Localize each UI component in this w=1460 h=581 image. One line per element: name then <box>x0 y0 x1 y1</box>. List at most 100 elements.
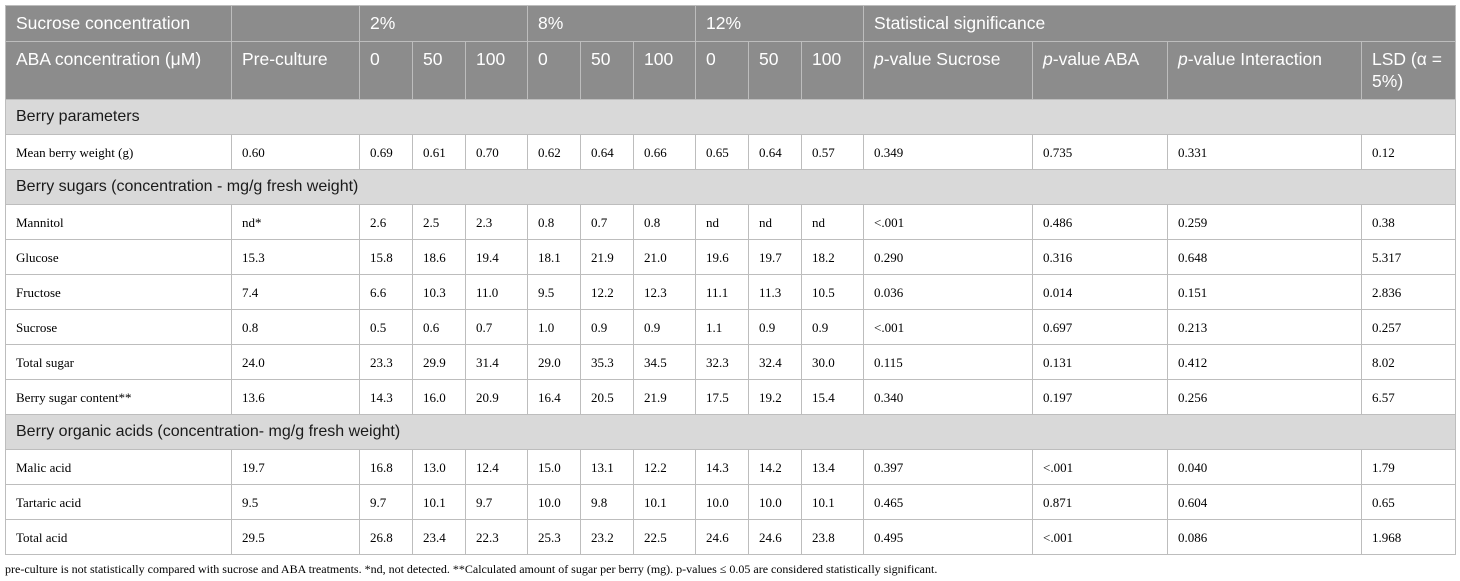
table-row: Mannitol nd* 2.6 2.5 2.3 0.8 0.7 0.8 nd nd nd <.001… <box>5 204 1457 240</box>
header-blank-cell <box>231 5 360 42</box>
table-cell: 24.6 <box>695 519 750 555</box>
table-cell: 0.60 <box>231 134 360 170</box>
aba-concentration-header: ABA concentration (μM) <box>5 41 232 100</box>
row-label: Sucrose <box>5 309 232 345</box>
table-cell: 1.0 <box>527 309 582 345</box>
table-cell: 13.6 <box>231 379 360 415</box>
aba-level-header: 50 <box>748 41 803 100</box>
table-cell: 12.3 <box>633 274 697 310</box>
table-cell: 0.697 <box>1032 309 1169 345</box>
section-row: Berry parameters <box>4 99 1457 135</box>
row-label: Mannitol <box>5 204 232 240</box>
table-cell: 0.316 <box>1032 239 1169 275</box>
table-cell: 12.4 <box>464 449 529 485</box>
group-header-8pct: 8% <box>527 5 697 42</box>
table-cell: 15.3 <box>231 239 360 275</box>
p-italic-label: p <box>1178 49 1188 69</box>
table-cell: 18.2 <box>801 239 865 275</box>
table-cell: 0.6 <box>412 309 466 345</box>
row-label: Total sugar <box>5 344 232 380</box>
aba-level-header: 50 <box>580 41 635 100</box>
table-cell: 0.036 <box>863 274 1034 310</box>
table-cell: 0.64 <box>748 134 803 170</box>
table-row: Sucrose 0.8 0.5 0.6 0.7 1.0 0.9 0.9 1.1 0.9 0.9 <.0… <box>5 309 1457 345</box>
table-cell: 10.3 <box>412 274 466 310</box>
p-value-interaction-label: -value Interaction <box>1187 49 1323 69</box>
table-header: Sucrose concentration 2% 8% 12% Statisti… <box>5 5 1457 100</box>
table-cell: 11.0 <box>464 274 529 310</box>
row-label: Berry sugar content** <box>5 379 232 415</box>
preculture-header: Pre-culture <box>231 41 360 100</box>
table-cell: 32.4 <box>748 344 803 380</box>
table-row: Berry sugar content** 13.6 14.3 16.0 20.9 16.… <box>5 379 1457 415</box>
aba-level-header: 0 <box>695 41 750 100</box>
table-cell: <.001 <box>1032 519 1169 555</box>
table-cell: 2.5 <box>412 204 466 240</box>
table-cell: 29.9 <box>412 344 466 380</box>
table-cell: nd <box>748 204 803 240</box>
table-cell: 9.8 <box>580 484 635 520</box>
table-row: Malic acid 19.7 16.8 13.0 12.4 15.0 13.1 12.2 14… <box>5 449 1457 485</box>
table-cell: 10.0 <box>527 484 582 520</box>
header-row-aba: ABA concentration (μM) Pre-culture 0 50 … <box>5 41 1457 100</box>
table-cell: 2.6 <box>359 204 413 240</box>
table-row: Mean berry weight (g) 0.60 0.69 0.61 0.70 0.6… <box>5 134 1457 170</box>
table-cell: 0.38 <box>1361 204 1457 240</box>
table-cell: 21.9 <box>580 239 635 275</box>
table-cell: 14.2 <box>748 449 803 485</box>
aba-level-header: 0 <box>359 41 413 100</box>
table-cell: 11.3 <box>748 274 803 310</box>
table-cell: 8.02 <box>1361 344 1457 380</box>
table-cell: 16.8 <box>359 449 413 485</box>
table-cell: 23.2 <box>580 519 635 555</box>
aba-level-header: 0 <box>527 41 582 100</box>
table-cell: 12.2 <box>633 449 697 485</box>
p-value-aba-label: -value ABA <box>1052 49 1140 69</box>
section-row: Berry organic acids (concentration- mg/g… <box>4 414 1457 450</box>
table-cell: 26.8 <box>359 519 413 555</box>
table-cell: 0.65 <box>695 134 750 170</box>
table-cell: 10.0 <box>695 484 750 520</box>
group-header-2pct: 2% <box>358 5 529 42</box>
table-cell: nd <box>695 204 750 240</box>
table-cell: <.001 <box>1032 449 1169 485</box>
p-value-aba-header: p-value ABA <box>1032 41 1169 100</box>
table-cell: 0.8 <box>633 204 697 240</box>
statistical-significance-header: Statistical significance <box>863 5 1457 42</box>
table-cell: 0.8 <box>527 204 582 240</box>
table-row: Total acid 29.5 26.8 23.4 22.3 25.3 23.2 22.5 24… <box>5 519 1457 555</box>
table-row: Tartaric acid 9.5 9.7 10.1 9.7 10.0 9.8 10.1 10.… <box>5 484 1457 520</box>
table-cell: 34.5 <box>633 344 697 380</box>
section-row: Berry sugars (concentration - mg/g fresh… <box>4 169 1457 205</box>
p-italic-label: p <box>1043 49 1053 69</box>
table-cell: 23.8 <box>801 519 865 555</box>
table-cell: 0.014 <box>1032 274 1169 310</box>
row-label: Glucose <box>5 239 232 275</box>
table-cell: 21.9 <box>633 379 697 415</box>
section-title: Berry organic acids (concentration- mg/g… <box>4 414 1457 450</box>
table-cell: nd <box>801 204 865 240</box>
table-cell: 10.1 <box>801 484 865 520</box>
table-cell: 0.7 <box>580 204 635 240</box>
table-cell: 10.5 <box>801 274 865 310</box>
table-cell: 0.62 <box>527 134 582 170</box>
section-title: Berry parameters <box>4 99 1457 135</box>
row-label: Malic acid <box>5 449 232 485</box>
table-cell: 11.1 <box>695 274 750 310</box>
table-cell: 0.197 <box>1032 379 1169 415</box>
table-cell: 0.340 <box>863 379 1034 415</box>
row-label: Total acid <box>5 519 232 555</box>
table-cell: 0.486 <box>1032 204 1169 240</box>
table-cell: 15.0 <box>527 449 582 485</box>
row-label: Fructose <box>5 274 232 310</box>
row-label: Tartaric acid <box>5 484 232 520</box>
table-cell: 0.331 <box>1167 134 1363 170</box>
table-cell: 20.9 <box>464 379 529 415</box>
table-cell: 0.8 <box>231 309 360 345</box>
table-cell: 14.3 <box>695 449 750 485</box>
table-cell: nd* <box>231 204 360 240</box>
table-cell: 13.1 <box>580 449 635 485</box>
table-cell: 0.213 <box>1167 309 1363 345</box>
table-cell: 0.257 <box>1361 309 1457 345</box>
aba-level-header: 100 <box>801 41 865 100</box>
